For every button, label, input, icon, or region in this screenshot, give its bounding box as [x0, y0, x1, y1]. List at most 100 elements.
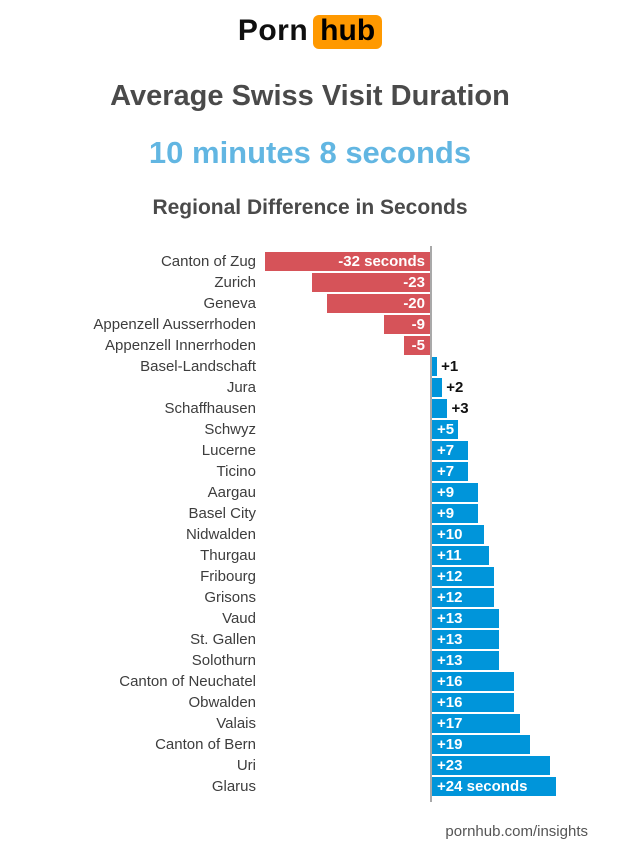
bar-row: Schwyz +5 — [0, 419, 620, 440]
positive-bar: +16 — [432, 672, 515, 691]
category-label: Thurgau — [200, 547, 256, 564]
category-label: Schwyz — [204, 421, 256, 438]
positive-bar: +24 seconds — [432, 777, 556, 796]
positive-bar — [432, 357, 438, 376]
category-label: Lucerne — [201, 442, 256, 459]
average-duration-value: 10 minutes 8 seconds — [148, 135, 472, 170]
bar-track: +23 — [260, 755, 620, 776]
bar-track: +11 — [260, 545, 620, 566]
bar-track: +24 seconds — [260, 776, 620, 797]
bar-row: Canton of Bern +19 — [0, 734, 620, 755]
category-label: Appenzell Innerrhoden — [105, 337, 256, 354]
bar-row: Appenzell Ausserrhoden -9 — [0, 314, 620, 335]
bar-row: Solothurn +13 — [0, 650, 620, 671]
category-label: Valais — [216, 715, 256, 732]
bar-track: +17 — [260, 713, 620, 734]
bar-row: Basel City +9 — [0, 503, 620, 524]
category-label: Jura — [226, 379, 256, 396]
bar-row: Nidwalden +10 — [0, 524, 620, 545]
category-label: Solothurn — [191, 652, 256, 669]
bar-row: St. Gallen +13 — [0, 629, 620, 650]
category-label: Nidwalden — [185, 526, 256, 543]
negative-bar: -32 seconds — [265, 252, 430, 271]
bar-track: +5 — [260, 419, 620, 440]
positive-bar: +10 — [432, 525, 484, 544]
chart-title: Regional Difference in Seconds — [152, 196, 468, 219]
positive-bar: +7 — [432, 441, 469, 460]
bar-track: +7 — [260, 440, 620, 461]
bar-track: -5 — [260, 335, 620, 356]
positive-bar: +12 — [432, 588, 494, 607]
bar-row: Ticino +7 — [0, 461, 620, 482]
positive-bar: +9 — [432, 504, 479, 523]
value-label: +2 — [446, 379, 464, 396]
negative-bar: -5 — [404, 336, 430, 355]
logo-hub-badge: hub — [313, 15, 383, 49]
bar-track: +16 — [260, 671, 620, 692]
bar-track: +9 — [260, 503, 620, 524]
bar-row: Geneva -20 — [0, 293, 620, 314]
bar-row: Uri +23 — [0, 755, 620, 776]
bar-track: +1 — [260, 356, 620, 377]
positive-bar: +16 — [432, 693, 515, 712]
category-label: Vaud — [222, 610, 256, 627]
bar-row: Grisons +12 — [0, 587, 620, 608]
bar-track: +13 — [260, 629, 620, 650]
positive-bar: +19 — [432, 735, 530, 754]
category-label: Ticino — [216, 463, 256, 480]
page-title: Average Swiss Visit Duration — [110, 80, 510, 112]
bar-track: -20 — [260, 293, 620, 314]
pornhub-logo: Porn hub — [0, 0, 620, 53]
negative-bar: -23 — [311, 273, 430, 292]
bar-track: +16 — [260, 692, 620, 713]
bar-track: +13 — [260, 650, 620, 671]
category-label: Geneva — [203, 295, 256, 312]
bar-track: +13 — [260, 608, 620, 629]
bar-row: Schaffhausen +3 — [0, 398, 620, 419]
value-label: +3 — [451, 400, 469, 417]
category-label: Zurich — [214, 274, 256, 291]
category-label: Obwalden — [188, 694, 256, 711]
positive-bar — [432, 399, 448, 418]
category-label: Canton of Bern — [155, 736, 256, 753]
category-label: Uri — [236, 757, 256, 774]
bar-row: Glarus +24 seconds — [0, 776, 620, 797]
category-label: Canton of Zug — [160, 253, 256, 270]
category-label: Glarus — [211, 778, 256, 795]
category-label: St. Gallen — [190, 631, 256, 648]
bar-track: +12 — [260, 566, 620, 587]
logo-porn-text: Porn — [237, 14, 309, 47]
positive-bar: +23 — [432, 756, 551, 775]
bar-track: -32 seconds — [260, 251, 620, 272]
bar-track: -23 — [260, 272, 620, 293]
bar-row: Thurgau +11 — [0, 545, 620, 566]
category-label: Canton of Neuchatel — [119, 673, 256, 690]
category-label: Basel City — [188, 505, 256, 522]
bar-row: Obwalden +16 — [0, 692, 620, 713]
bar-row: Vaud +13 — [0, 608, 620, 629]
bar-row: Lucerne +7 — [0, 440, 620, 461]
positive-bar: +17 — [432, 714, 520, 733]
bar-track: +10 — [260, 524, 620, 545]
bar-track: +2 — [260, 377, 620, 398]
positive-bar: +12 — [432, 567, 494, 586]
bar-track: +7 — [260, 461, 620, 482]
value-label: +1 — [441, 358, 459, 375]
positive-bar: +9 — [432, 483, 479, 502]
bar-chart: Canton of Zug -32 seconds Zurich -23 Geneva -… — [0, 246, 620, 802]
positive-bar: +11 — [432, 546, 489, 565]
category-label: Basel-Landschaft — [140, 358, 256, 375]
positive-bar: +13 — [432, 630, 499, 649]
bar-track: +12 — [260, 587, 620, 608]
positive-bar: +5 — [432, 420, 458, 439]
bar-row: Fribourg +12 — [0, 566, 620, 587]
bar-row: Basel-Landschaft +1 — [0, 356, 620, 377]
positive-bar: +13 — [432, 609, 499, 628]
category-label: Aargau — [207, 484, 256, 501]
bar-row: Appenzell Innerrhoden -5 — [0, 335, 620, 356]
bar-row: Canton of Zug -32 seconds — [0, 251, 620, 272]
zero-axis-line — [430, 246, 432, 802]
bar-row: Aargau +9 — [0, 482, 620, 503]
positive-bar: +13 — [432, 651, 499, 670]
